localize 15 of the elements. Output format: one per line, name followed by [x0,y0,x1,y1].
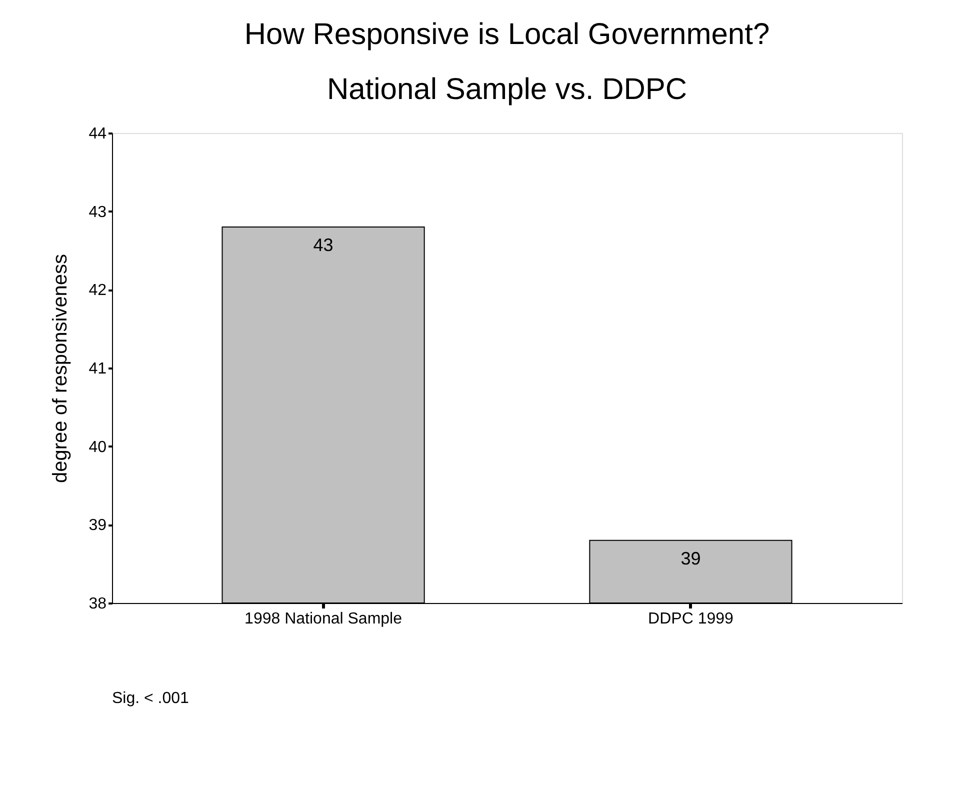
y-tick-label: 39 [88,517,107,534]
x-tick-label: DDPC 1999 [648,610,734,628]
y-tick-label: 40 [88,438,107,456]
y-tick-label: 42 [88,282,107,300]
chart-title: How Responsive is Local Government? [244,18,770,51]
y-tick-label: 41 [88,360,107,378]
y-tick-label: 43 [88,204,107,221]
y-axis-title: degree of responsiveness [50,254,72,484]
chart-subtitle: National Sample vs. DDPC [326,73,688,106]
x-tick-label: 1998 National Sample [244,610,402,628]
y-tick-label: 38 [88,596,107,612]
data-label: 39 [680,548,701,568]
text: Sig. < .001 [112,690,190,707]
y-tick-label: 44 [88,126,107,142]
data-label: 43 [313,235,334,255]
